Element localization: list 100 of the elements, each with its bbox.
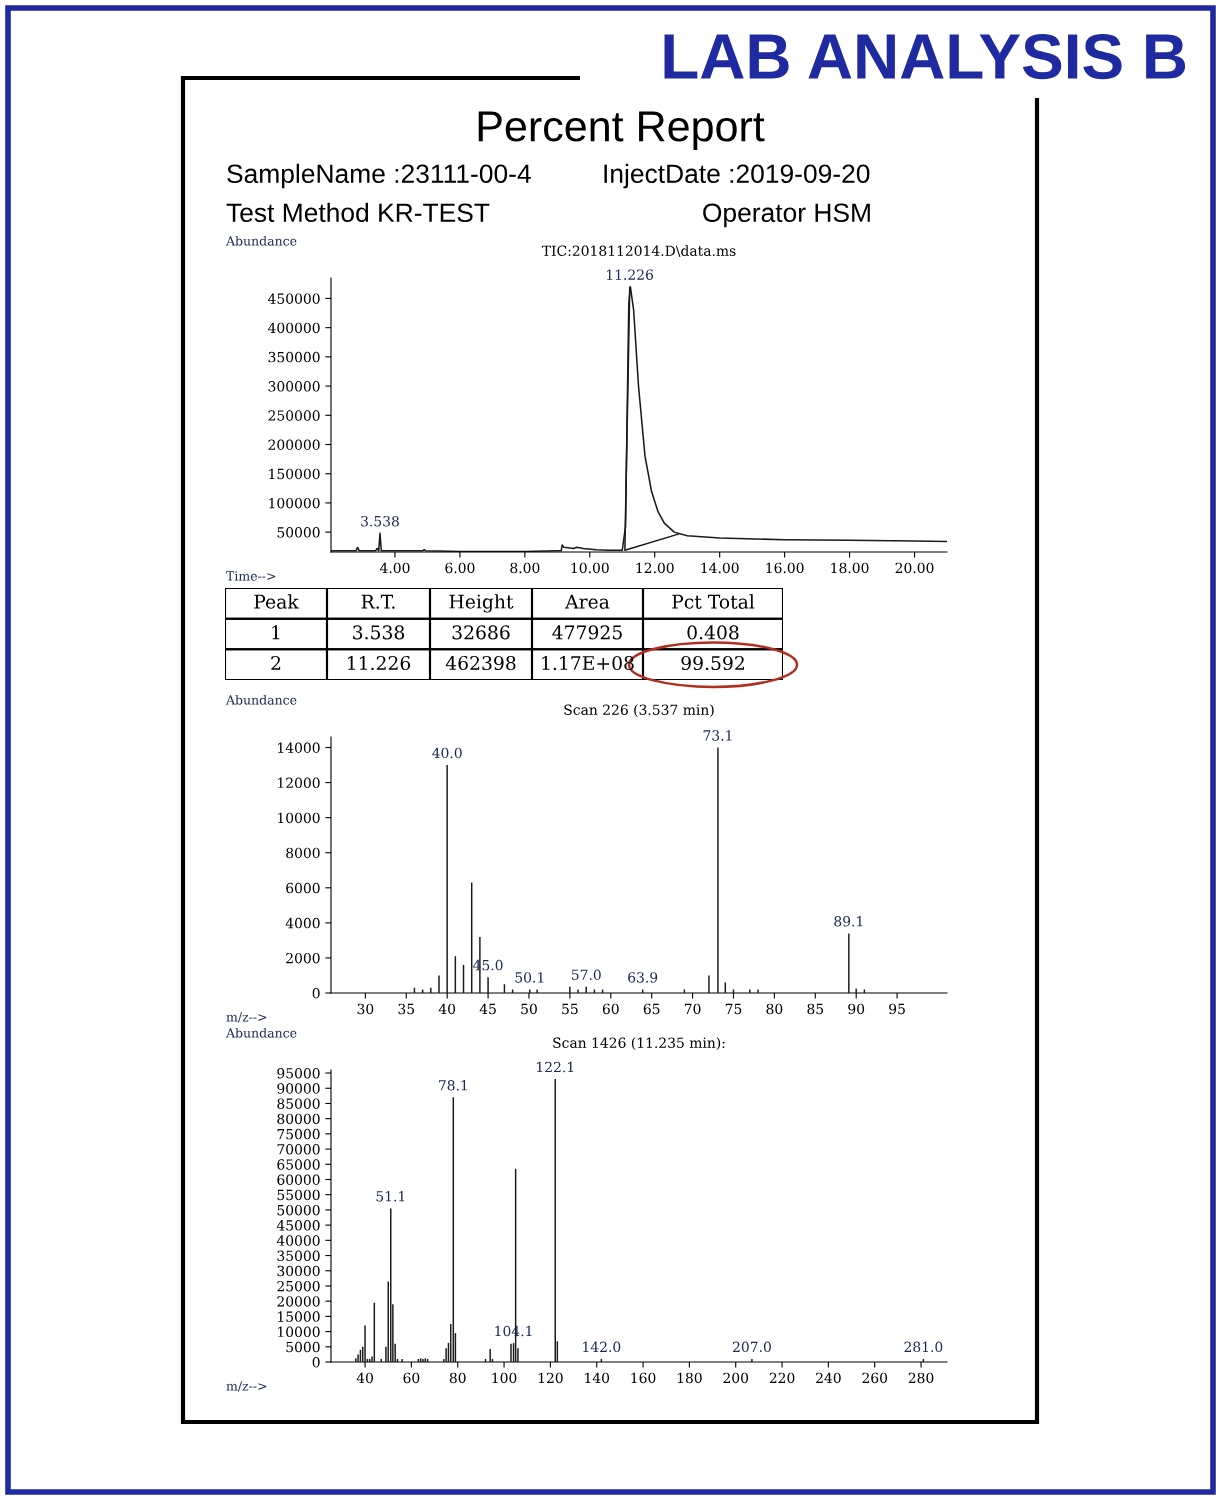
x-tick-label: 40	[438, 1003, 456, 1015]
y-tick-label: 14000	[278, 742, 320, 753]
annotation: 122.1	[537, 1061, 574, 1073]
x-tick-label: 90	[848, 1003, 865, 1015]
x-tick-label: 120	[538, 1372, 563, 1384]
x-tick-label: 95	[889, 1003, 905, 1015]
y-tick-label: 0	[312, 987, 320, 999]
x-axis-title: m/z-->	[226, 1381, 267, 1392]
y-tick-label: 450000	[267, 293, 320, 304]
x-tick-label: 85	[807, 1003, 824, 1015]
x-tick-label: 45	[479, 1003, 496, 1015]
y-tick-label: 30000	[277, 1265, 320, 1277]
text: InjectDate :2019-09-20	[604, 163, 870, 189]
annotation: 281.0	[904, 1341, 943, 1353]
y-tick-label: 55000	[277, 1189, 320, 1201]
x-tick-label: 200	[723, 1372, 749, 1384]
y-tick-label: 50000	[277, 527, 320, 538]
x-tick-label: 160	[631, 1372, 656, 1384]
text: 0.408	[687, 625, 739, 640]
y-axis-title: Abundance	[225, 694, 297, 705]
category-label: Height	[449, 594, 514, 613]
x-tick-label: 220	[769, 1372, 795, 1384]
y-tick-label: 35000	[277, 1250, 320, 1262]
text: 1	[272, 625, 280, 640]
annotation: 3.538	[361, 515, 399, 527]
y-tick-label: 0	[312, 1356, 320, 1368]
text: Percent Report	[478, 111, 765, 151]
y-tick-label: 5000	[286, 1341, 320, 1353]
y-tick-label: 400000	[267, 322, 320, 334]
x-tick-label: 12.00	[636, 562, 674, 574]
x-axis-title: m/z-->	[226, 1012, 267, 1023]
y-tick-label: 40000	[276, 1235, 320, 1246]
text: 32686	[452, 625, 510, 640]
category-label: R.T.	[361, 594, 395, 609]
text: Operator HSM	[703, 203, 870, 228]
x-axis-title: Time-->	[226, 571, 276, 581]
x-tick-label: 50	[521, 1003, 537, 1015]
category-label: Pct Total	[672, 594, 755, 609]
text: 477925	[552, 625, 622, 640]
x-tick-label: 60	[403, 1372, 420, 1384]
y-tick-label: 150000	[269, 468, 320, 480]
x-tick-label: 30	[357, 1003, 374, 1015]
annotation: 73.1	[703, 730, 732, 741]
x-tick-label: 35	[398, 1003, 415, 1015]
y-tick-label: 80000	[277, 1113, 320, 1125]
y-tick-label: 15000	[278, 1311, 320, 1322]
annotation: 51.1	[376, 1191, 405, 1202]
x-tick-label: 260	[862, 1372, 888, 1384]
text: 99.592	[681, 655, 744, 671]
chart-title: TIC:2018112014.D\data.ms	[541, 245, 736, 258]
annotation: 11.226	[607, 269, 654, 280]
text: LAB ANALYSIS B	[664, 33, 1186, 80]
y-tick-label: 12000	[278, 777, 320, 789]
y-tick-label: 6000	[286, 882, 320, 894]
annotation: 78.1	[439, 1080, 467, 1091]
y-tick-label: 50000	[277, 1204, 320, 1216]
y-axis-title: Abundance	[225, 235, 297, 246]
text: 3.538	[353, 625, 405, 640]
x-tick-label: 16.00	[766, 562, 804, 574]
x-tick-label: 180	[677, 1372, 702, 1384]
y-tick-label: 8000	[286, 847, 320, 859]
x-tick-label: 140	[585, 1372, 610, 1384]
x-tick-label: 80	[766, 1003, 783, 1015]
y-tick-label: 350000	[268, 351, 320, 363]
x-tick-label: 14.00	[701, 562, 739, 574]
y-tick-label: 65000	[277, 1159, 320, 1170]
x-tick-label: 8.00	[510, 562, 540, 574]
chart-title: Scan 1426 (11.235 min):	[553, 1037, 725, 1050]
annotation: 142.0	[583, 1341, 621, 1353]
x-tick-label: 65	[643, 1003, 660, 1015]
annotation: 50.1	[515, 972, 544, 983]
y-tick-label: 70000	[277, 1144, 320, 1155]
annotation: 57.0	[571, 969, 601, 981]
x-tick-label: 20.00	[895, 562, 934, 574]
category-label: Peak	[254, 594, 299, 609]
y-tick-label: 2000	[286, 952, 320, 964]
y-tick-label: 250000	[268, 410, 320, 421]
x-tick-label: 40	[356, 1372, 373, 1384]
y-tick-label: 4000	[285, 917, 320, 929]
x-tick-label: 6.00	[445, 562, 475, 574]
x-tick-label: 80	[449, 1372, 466, 1384]
annotation: 89.1	[834, 916, 863, 927]
y-axis-title: Abundance	[225, 1027, 297, 1038]
y-tick-label: 10000	[278, 812, 320, 824]
x-tick-label: 75	[725, 1003, 742, 1015]
x-tick-label: 55	[562, 1003, 578, 1015]
text: SampleName :23111-00-4	[227, 163, 531, 189]
annotation: 40.0	[432, 747, 462, 759]
annotation: 207.0	[733, 1341, 771, 1353]
chart-title: Scan 226 (3.537 min)	[564, 704, 714, 717]
y-tick-label: 25000	[277, 1280, 320, 1292]
y-tick-label: 200000	[268, 439, 320, 450]
text: Test Method KR-TEST	[226, 202, 490, 223]
x-tick-label: 280	[908, 1372, 934, 1384]
x-tick-label: 100	[492, 1372, 517, 1384]
text: 462398	[445, 655, 516, 671]
y-tick-label: 75000	[277, 1128, 320, 1140]
y-tick-label: 95000	[277, 1068, 320, 1079]
y-tick-label: 90000	[277, 1083, 320, 1094]
x-tick-label: 10.00	[571, 562, 609, 574]
